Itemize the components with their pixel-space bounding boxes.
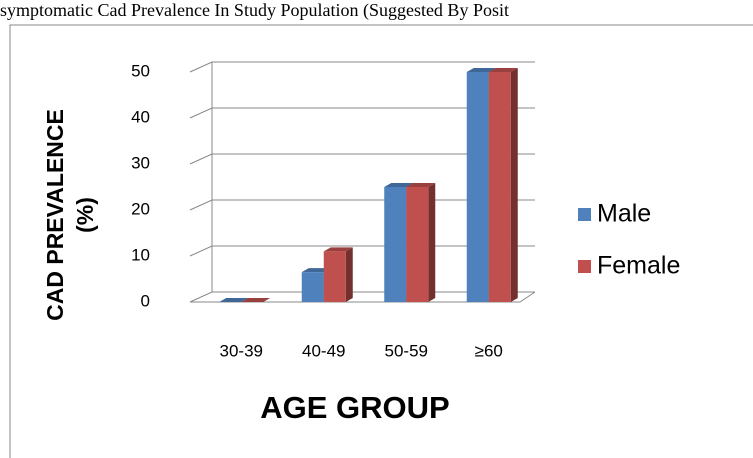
y-tick-label: 20 <box>131 199 150 218</box>
y-tick-label: 40 <box>131 107 150 126</box>
bar-face <box>466 68 496 72</box>
bar-face <box>466 72 489 302</box>
x-tick-label: 30-39 <box>220 341 263 360</box>
bar-face <box>428 183 436 302</box>
bar-face <box>301 268 331 273</box>
bar-face <box>510 68 518 302</box>
bar-face <box>219 298 249 302</box>
x-axis-title: AGE GROUP <box>260 390 449 425</box>
bar-face <box>345 247 353 302</box>
y-tick-label: 10 <box>131 245 150 264</box>
bar <box>219 298 249 302</box>
x-tick-label: 40-49 <box>302 341 345 360</box>
bar-face <box>384 187 407 302</box>
bar-face <box>488 68 518 72</box>
x-tick-label: 50-59 <box>385 341 428 360</box>
bar-face <box>488 72 511 302</box>
bar <box>488 68 518 302</box>
legend-label: Male <box>597 200 651 228</box>
bar-face <box>323 251 346 302</box>
bar <box>241 298 271 302</box>
legend-swatch <box>578 260 591 273</box>
y-tick-label: 50 <box>131 61 150 80</box>
y-tick-label: 30 <box>131 153 150 172</box>
chart-title: symptomatic Cad Prevalence In Study Popu… <box>0 0 509 20</box>
bar-face <box>241 298 271 302</box>
floor <box>190 291 536 303</box>
bar-face <box>301 272 324 302</box>
bar <box>406 183 436 302</box>
legend-label: Female <box>597 252 680 280</box>
y-axis-title: CAD PREVALENCE (%) <box>42 109 98 321</box>
legend-swatch <box>578 208 591 221</box>
bar-face <box>384 183 414 187</box>
bar-face <box>406 183 436 187</box>
y-tick-label: 0 <box>141 291 150 310</box>
bar-face <box>406 187 429 302</box>
bar-face <box>323 247 353 252</box>
x-tick-label: ≥60 <box>475 341 503 360</box>
bar <box>323 247 353 302</box>
chart-border <box>9 24 753 458</box>
